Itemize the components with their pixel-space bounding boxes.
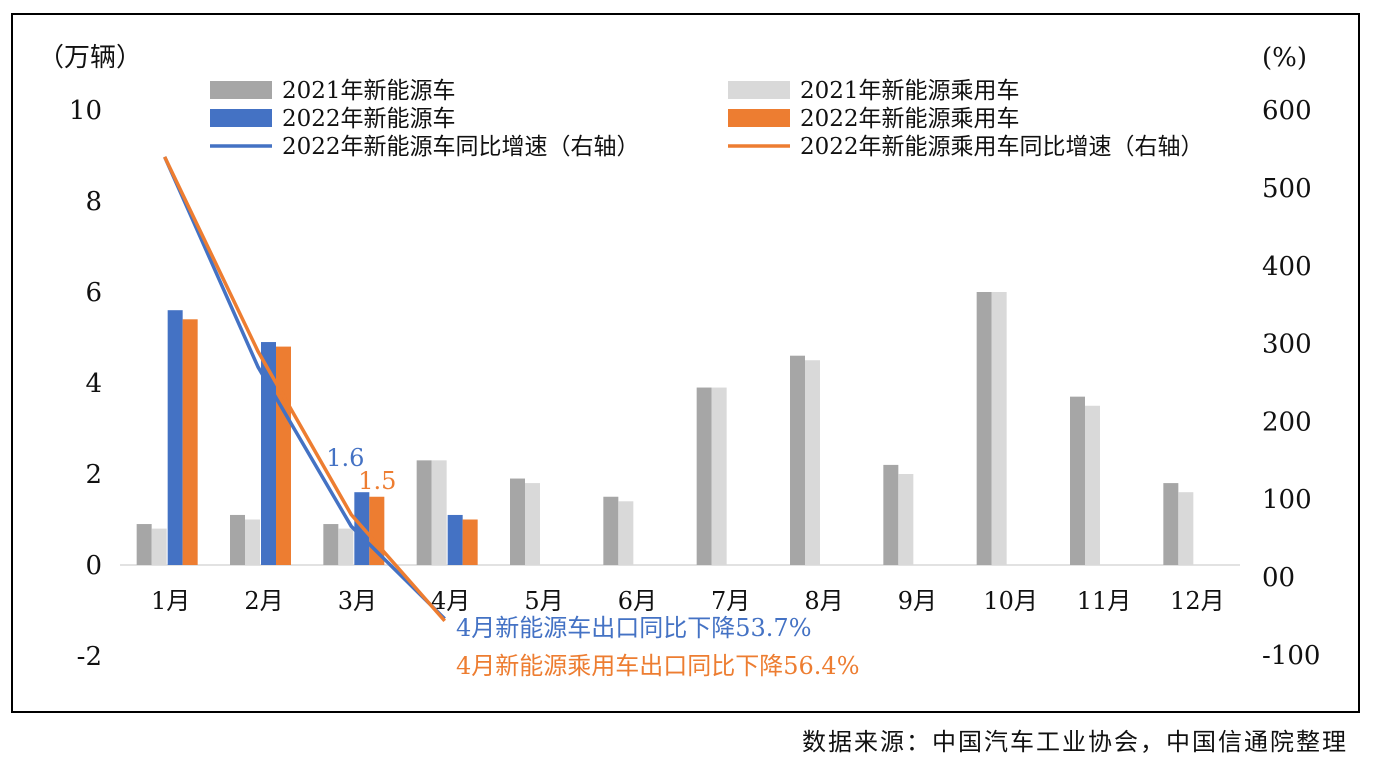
x-tick-label: 8月 [804,587,843,615]
bar [603,496,619,565]
bar [230,514,245,565]
bar [883,464,899,565]
legend-swatch [728,109,790,127]
legend-swatch [728,81,790,99]
legend-label: 2022年新能源乘用车 [800,106,1020,132]
y2-tick-label: 300 [1262,330,1312,360]
bar [1070,396,1085,565]
y-unit-label: （万辆） [38,43,142,73]
series-line [163,156,446,623]
bar [805,360,820,565]
bar [898,474,914,565]
x-tick-label: 2月 [244,587,283,615]
y2-tick-label: 600 [1262,96,1312,126]
bar [167,310,183,565]
y2-tick-label: -100 [1262,641,1320,671]
bar [1178,492,1194,565]
bar [462,519,478,565]
x-tick-label: 3月 [338,587,377,615]
source-note: 数据来源：中国汽车工业协会，中国信通院整理 [802,728,1348,756]
y2-tick-label: 100 [1262,485,1312,515]
bar [1163,483,1179,565]
bar [510,478,525,565]
annotation-text: 4月新能源车出口同比下降53.7% [456,614,812,642]
y-tick-label: 8 [85,187,102,217]
bar [151,528,167,565]
bar [976,292,992,565]
x-tick-label: 11月 [1077,587,1132,615]
legend-label: 2022年新能源乘用车同比增速（右轴） [800,134,1204,160]
bar [136,524,152,565]
bar [431,460,447,565]
bar [991,292,1007,565]
y2-unit-label: (%) [1262,43,1307,73]
y-tick-label: 6 [85,278,102,308]
bar [416,460,432,565]
x-tick-label: 9月 [898,587,937,615]
x-tick-label: 7月 [711,587,750,615]
bar [276,346,291,565]
data-label: 1.6 [326,444,364,472]
y-tick-label: 4 [85,369,102,399]
y2-tick-label: 00 [1262,563,1295,593]
bar [261,342,276,565]
bar [525,483,540,565]
data-label: 1.5 [358,467,396,495]
y-tick-label: 10 [69,96,102,126]
y-tick-label: 2 [85,460,102,490]
bar [618,501,634,565]
bar [323,524,339,565]
x-tick-label: 12月 [1170,587,1225,615]
y2-tick-label: 500 [1262,174,1312,204]
y-tick-label: 0 [85,551,102,581]
bar [245,519,260,565]
bar [790,355,805,565]
legend-swatch [210,81,272,99]
bar [182,319,198,565]
x-tick-label: 1月 [151,587,190,615]
legend-label: 2021年新能源乘用车 [800,78,1020,104]
bar [711,387,727,565]
legend-label: 2021年新能源车 [282,78,456,104]
legend-swatch [210,109,272,127]
x-tick-label: 6月 [618,587,657,615]
bar [1085,405,1100,565]
bar [447,514,463,565]
x-tick-label: 5月 [524,587,563,615]
bar [696,387,712,565]
legend-label: 2022年新能源车同比增速（右轴） [282,134,640,160]
chart-frame [11,13,1360,713]
x-tick-label: 10月 [983,587,1038,615]
annotation-text: 4月新能源乘用车出口同比下降56.4% [456,652,860,680]
bar [338,528,354,565]
series-line [163,156,446,621]
y-tick-label: -2 [77,642,102,672]
y2-tick-label: 200 [1262,407,1312,437]
y2-tick-label: 400 [1262,252,1312,282]
legend-label: 2022年新能源车 [282,106,456,132]
